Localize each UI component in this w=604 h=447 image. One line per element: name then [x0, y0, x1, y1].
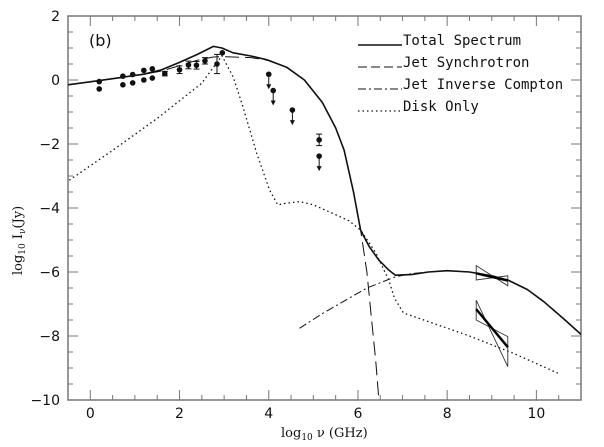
series-jet-synchrotron	[67, 56, 380, 401]
legend-label: Jet Inverse Compton	[403, 77, 563, 93]
data-point	[214, 61, 220, 67]
y-tick-label: −6	[39, 265, 60, 281]
x-axis-label-sub: 10	[301, 433, 313, 443]
x-axis-label-pre: log	[281, 426, 301, 441]
y-tick-label: −2	[39, 137, 60, 153]
x-tick-label: 0	[86, 406, 95, 422]
bowtie-center-line	[475, 308, 509, 348]
data-point	[120, 73, 126, 79]
x-tick-label: 6	[353, 406, 362, 422]
bowties	[475, 264, 509, 367]
y-axis-label-sub2: ν	[18, 228, 28, 233]
data-point	[141, 67, 147, 74]
bowtie-outline	[475, 300, 509, 367]
data-point	[129, 80, 136, 86]
bowtie-center-line	[475, 272, 509, 282]
data-point	[265, 71, 272, 78]
series-jet-inverse-compton	[299, 270, 582, 335]
data-point	[270, 87, 277, 94]
series-disk-only	[68, 55, 561, 375]
data-point	[120, 82, 126, 88]
upper-limit-arrow-head	[316, 166, 322, 172]
data-point	[289, 107, 296, 113]
data-point	[219, 50, 226, 56]
upper-limit-arrow-head	[289, 120, 295, 126]
x-tick-label: 2	[175, 406, 184, 422]
y-tick-label: −10	[30, 393, 60, 409]
upper-limit-arrow-head	[270, 100, 276, 106]
data-point	[141, 77, 147, 83]
y-tick-label: 2	[51, 9, 60, 25]
data-point	[96, 78, 103, 85]
series-lines	[67, 45, 582, 401]
y-tick-label: −4	[39, 201, 60, 217]
data-point	[185, 62, 192, 68]
y-axis-label-mid: I	[11, 234, 26, 243]
y-axis-label-pre: log	[11, 255, 26, 275]
y-tick-label: −8	[39, 329, 60, 345]
data-point	[162, 70, 168, 77]
data-points	[96, 50, 323, 172]
data-point	[96, 86, 103, 92]
x-tick-label: 4	[264, 406, 273, 422]
data-point	[316, 137, 322, 143]
bowtie-outline	[475, 264, 509, 287]
data-point	[176, 66, 183, 73]
data-point	[316, 153, 322, 159]
axis-ticks	[67, 15, 582, 401]
upper-limit-arrow-head	[266, 84, 272, 90]
y-axis-label-post: (Jy)	[11, 206, 26, 229]
legend-label: Jet Synchrotron	[403, 55, 529, 71]
data-point	[193, 62, 200, 69]
panel-label: (b)	[89, 31, 112, 50]
data-point	[149, 75, 156, 81]
x-axis-label-post: ν (GHz)	[313, 426, 368, 441]
y-axis-label-sub: 10	[18, 243, 28, 255]
data-point	[149, 66, 156, 72]
legend-label: Disk Only	[403, 99, 479, 115]
x-axis-label: log10 ν (GHz)	[281, 426, 368, 443]
data-point	[129, 71, 136, 78]
axis-tick-labels: 0 2 4 6 8 10 2 0 −2 −4 −6 −8 −10	[30, 9, 545, 422]
data-point	[202, 58, 208, 64]
x-tick-label: 10	[527, 406, 545, 422]
x-tick-label: 8	[443, 406, 452, 422]
legend: Total Spectrum Jet Synchrotron Jet Inverse…	[358, 33, 563, 115]
y-axis-label: log10 Iν(Jy)	[11, 206, 28, 275]
legend-label: Total Spectrum	[403, 33, 521, 49]
y-tick-label: 0	[51, 73, 60, 89]
